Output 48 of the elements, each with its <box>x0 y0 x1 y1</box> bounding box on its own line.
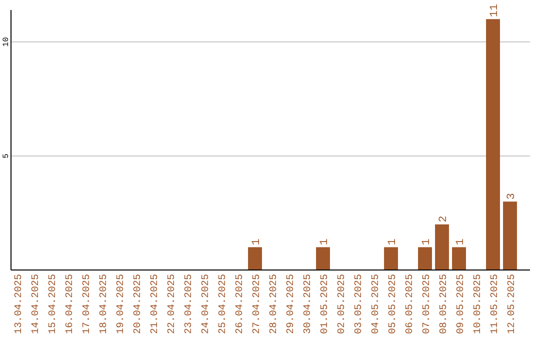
x-tick-label: 13.04.2025 <box>14 274 25 334</box>
x-tick-label: 30.04.2025 <box>303 274 314 334</box>
x-tick-label: 28.04.2025 <box>269 274 280 334</box>
data-label: 3 <box>506 192 518 200</box>
bar <box>418 247 432 270</box>
x-tick-label: 20.04.2025 <box>133 274 144 334</box>
x-tick-label: 01.05.2025 <box>320 274 331 334</box>
data-label: 1 <box>455 238 467 246</box>
x-tick-label: 06.05.2025 <box>405 274 416 334</box>
x-tick-label: 25.04.2025 <box>218 274 229 334</box>
bar <box>316 247 330 270</box>
x-tick-label: 22.04.2025 <box>167 274 178 334</box>
data-label: 1 <box>421 238 433 246</box>
y-tick-label: 5 <box>2 153 11 158</box>
x-tick-label: 14.04.2025 <box>31 274 42 334</box>
bar <box>486 19 500 270</box>
x-tick-label: 10.05.2025 <box>473 274 484 334</box>
x-tick-label: 21.04.2025 <box>150 274 161 334</box>
x-tick-label: 27.04.2025 <box>252 274 263 334</box>
x-tick-label: 03.05.2025 <box>354 274 365 334</box>
x-tick-label: 26.04.2025 <box>235 274 246 334</box>
bar <box>452 247 466 270</box>
x-tick-label: 11.05.2025 <box>490 274 501 334</box>
x-tick-label: 15.04.2025 <box>48 274 59 334</box>
data-label: 1 <box>251 238 263 246</box>
x-tick-label: 18.04.2025 <box>99 274 110 334</box>
x-tick-label: 19.04.2025 <box>116 274 127 334</box>
y-tick-label: 10 <box>2 36 11 47</box>
x-tick-label: 07.05.2025 <box>422 274 433 334</box>
data-label: 2 <box>438 216 450 222</box>
data-label: 1 <box>387 238 399 246</box>
bar <box>503 202 517 270</box>
x-tick-label: 08.05.2025 <box>439 274 450 334</box>
x-tick-label: 04.05.2025 <box>371 274 382 334</box>
data-label: 11 <box>489 4 501 18</box>
x-tick-label: 23.04.2025 <box>184 274 195 334</box>
data-label: 1 <box>319 238 331 246</box>
x-tick-label: 12.05.2025 <box>507 274 518 334</box>
x-tick-label: 09.05.2025 <box>456 274 467 334</box>
x-tick-label: 05.05.2025 <box>388 274 399 334</box>
bar <box>435 224 449 270</box>
x-tick-label: 17.04.2025 <box>82 274 93 334</box>
bar <box>384 247 398 270</box>
x-tick-label: 16.04.2025 <box>65 274 76 334</box>
x-tick-label: 02.05.2025 <box>337 274 348 334</box>
x-tick-label: 24.04.2025 <box>201 274 212 334</box>
bar <box>248 247 262 270</box>
x-tick-label: 29.04.2025 <box>286 274 297 334</box>
